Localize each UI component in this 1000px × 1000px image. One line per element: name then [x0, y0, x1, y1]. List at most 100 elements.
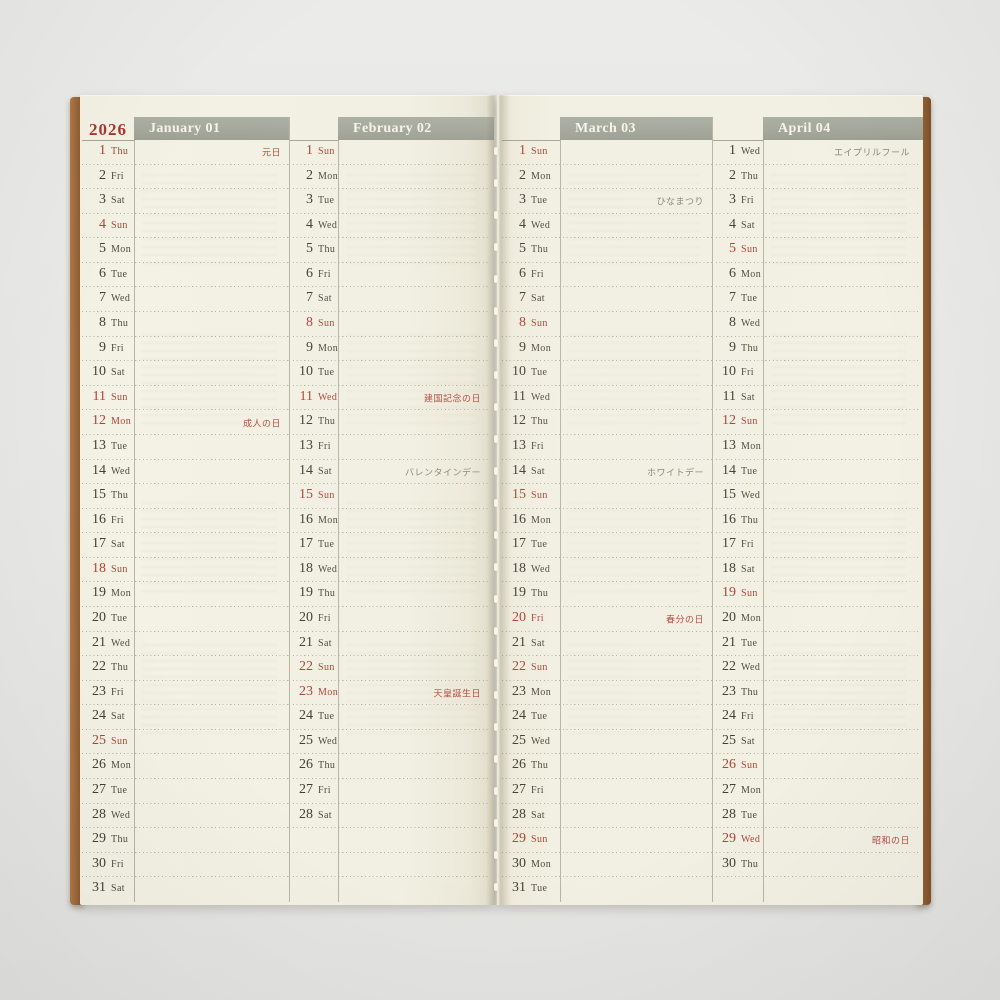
day-number: 26: [299, 757, 313, 773]
weekday-label: Sun: [318, 146, 335, 157]
weekday-label: Mon: [531, 514, 552, 526]
weekday-label: Thu: [111, 490, 129, 502]
day-row: 4 Sun: [82, 214, 289, 239]
day-number: 1: [519, 143, 526, 158]
month-banner: February 02: [338, 117, 494, 140]
weekday-label: Sun: [111, 391, 128, 403]
weekday-label: Sat: [111, 367, 125, 379]
day-number: 1: [729, 143, 736, 158]
page-right: [497, 95, 923, 905]
day-number: 22: [512, 659, 526, 675]
day-number: 24: [512, 708, 526, 724]
weekday-label: Wed: [111, 293, 131, 305]
weekday-label: Sun: [318, 662, 335, 674]
day-row: [289, 853, 489, 878]
day-number: 11: [722, 388, 736, 404]
day-row: 13 Mon: [712, 435, 918, 460]
day-number: 14: [299, 462, 313, 478]
holiday-note: 成人の日: [242, 418, 281, 429]
day-row: 19 Mon: [82, 582, 289, 607]
day-number: 20: [722, 609, 736, 625]
day-number: 14: [92, 462, 106, 478]
day-number: 4: [99, 216, 106, 232]
weekday-label: Fri: [531, 785, 544, 797]
day-number: 25: [299, 732, 313, 748]
day-number: 9: [519, 339, 526, 355]
day-number: 24: [299, 708, 313, 724]
day-number: 6: [306, 265, 313, 281]
weekday-label: Sun: [111, 563, 128, 575]
day-row: 4 Sat: [712, 214, 918, 239]
day-rows: 1 Thu 元日 2 Fri 3 Sat 4 Sun 5 Mon 6 Tue 7 Wed 8 Thu 9 Fri 10…: [82, 140, 289, 902]
weekday-label: Mon: [111, 416, 132, 428]
weekday-label: Wed: [741, 146, 761, 157]
weekday-label: Fri: [318, 268, 331, 280]
day-number: 21: [92, 634, 106, 650]
day-number: 2: [729, 167, 736, 183]
day-number: 3: [729, 192, 736, 208]
day-number: 9: [99, 339, 106, 355]
column-divider: [338, 140, 339, 902]
day-row: 29 Wed 昭和の日: [712, 828, 918, 853]
day-rows: 1 Sun 2 Mon 3 Tue 4 Wed 5 Thu 6 Fri 7 Sat 8 Sun 9 Mon 10 Tu…: [289, 140, 489, 902]
day-row: 1 Sun: [502, 140, 712, 165]
weekday-label: Wed: [741, 318, 761, 330]
weekday-label: Sun: [741, 760, 758, 772]
day-row: 25 Wed: [502, 730, 712, 755]
day-number: 25: [512, 732, 526, 748]
day-row: 10 Tue: [289, 361, 489, 386]
day-row: 21 Sat: [289, 632, 489, 657]
day-row: 16 Thu: [712, 509, 918, 534]
weekday-label: Wed: [318, 563, 338, 575]
weekday-label: Mon: [318, 686, 339, 698]
day-number: 22: [722, 659, 736, 675]
day-number: 12: [722, 413, 736, 429]
month-banner: March 03: [560, 117, 712, 140]
weekday-label: Tue: [741, 637, 758, 649]
month-boundary-line: [289, 117, 290, 902]
day-number: 13: [92, 437, 106, 453]
day-number: 27: [299, 782, 313, 798]
weekday-label: Wed: [318, 391, 338, 403]
day-number: 2: [519, 167, 526, 183]
weekday-label: Thu: [111, 318, 129, 330]
day-number: 6: [99, 265, 106, 281]
weekday-label: Wed: [531, 391, 551, 403]
day-row: 26 Sun: [712, 754, 918, 779]
day-row: 29 Thu: [82, 828, 289, 853]
day-number: 21: [512, 634, 526, 650]
day-number: 9: [729, 339, 736, 355]
weekday-label: Fri: [318, 612, 331, 624]
day-row: 28 Sat: [502, 804, 712, 829]
day-number: 13: [722, 437, 736, 453]
day-number: 24: [722, 708, 736, 724]
column-divider: [763, 140, 764, 902]
day-row: 11 Wed 建国記念の日: [289, 386, 489, 411]
weekday-label: Tue: [318, 539, 335, 551]
day-row: 1 Wed エイプリルフール: [712, 140, 918, 165]
day-number: 8: [519, 315, 526, 331]
day-number: 17: [722, 536, 736, 552]
day-row: 9 Mon: [289, 337, 489, 362]
month-boundary-line: [712, 117, 713, 902]
weekday-label: Mon: [741, 785, 762, 797]
day-number: 1: [99, 143, 106, 158]
weekday-label: Wed: [531, 735, 551, 747]
weekday-label: Fri: [111, 858, 124, 870]
weekday-label: Mon: [318, 514, 339, 526]
year-label: 2026: [89, 120, 127, 139]
day-number: 28: [722, 806, 736, 822]
weekday-label: Mon: [531, 858, 552, 870]
weekday-label: Mon: [111, 588, 132, 600]
day-row: 11 Sat: [712, 386, 918, 411]
weekday-label: Thu: [741, 342, 759, 354]
weekday-label: Mon: [741, 268, 762, 280]
weekday-label: Sat: [741, 735, 755, 747]
weekday-label: Sat: [531, 293, 545, 305]
strip-header-line: [289, 140, 338, 141]
day-row: 19 Sun: [712, 582, 918, 607]
day-number: 31: [512, 880, 526, 896]
weekday-label: Tue: [318, 367, 335, 379]
weekday-label: Tue: [318, 711, 335, 723]
month-banner: April 04: [763, 117, 923, 140]
